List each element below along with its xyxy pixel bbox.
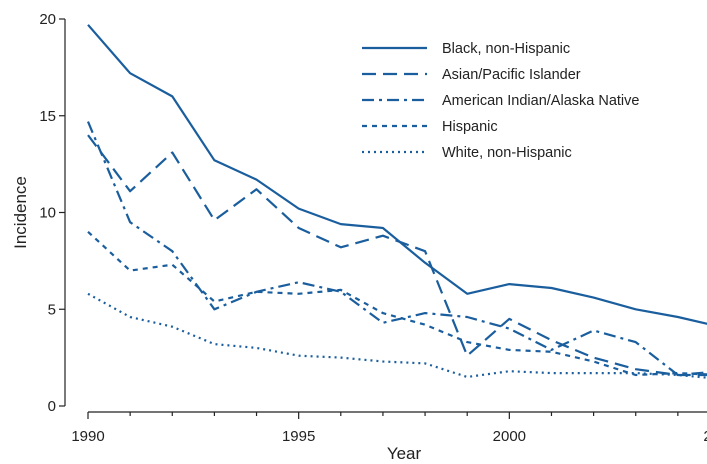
series-line-1	[87, 134, 707, 377]
y-axis-title: Incidence	[11, 176, 30, 249]
x-axis-title: Year	[387, 444, 422, 463]
y-tick-label: 20	[39, 11, 56, 28]
legend-label-3: Hispanic	[442, 119, 498, 135]
ticks: 0 5 10 15 20 1990 1995 2000 2005	[39, 11, 707, 445]
series-line-2	[86, 121, 707, 377]
legend-label-1: Asian/Pacific Islander	[442, 67, 581, 83]
legend: Black, non-Hispanic Asian/Pacific Islande…	[362, 41, 639, 161]
axes	[64, 19, 707, 413]
series-line-0	[87, 24, 707, 325]
x-tick-label: 1990	[71, 428, 104, 445]
x-tick-label: 1995	[282, 428, 315, 445]
series-line-3	[87, 230, 707, 377]
legend-label-2: American Indian/Alaska Native	[442, 93, 639, 109]
legend-label-0: Black, non-Hispanic	[442, 41, 570, 57]
series-lines	[86, 24, 707, 379]
y-tick-label: 5	[48, 301, 56, 318]
y-tick-label: 0	[48, 398, 56, 415]
series-line-4	[87, 292, 707, 379]
x-tick-label: 2000	[493, 428, 526, 445]
legend-label-4: White, non-Hispanic	[442, 145, 572, 161]
x-tick-label: 2005	[703, 428, 707, 445]
y-tick-label: 15	[39, 108, 56, 125]
y-tick-label: 10	[39, 205, 56, 222]
